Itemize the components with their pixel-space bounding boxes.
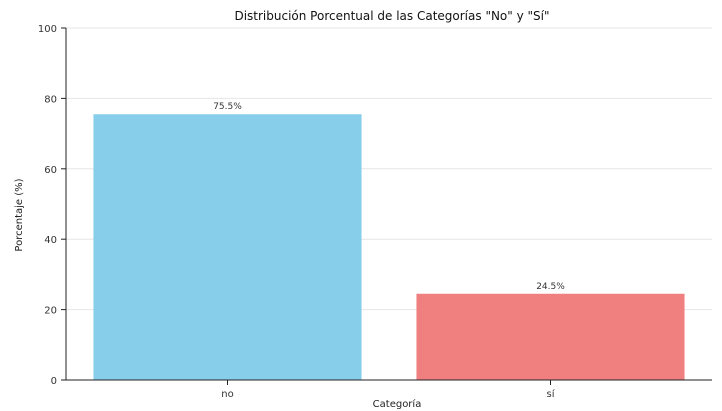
x-axis-title: Categoría xyxy=(373,398,422,410)
x-tick-label: no xyxy=(221,389,233,400)
y-tick-label: 100 xyxy=(38,24,57,35)
bar-value-label: 24.5% xyxy=(536,282,565,292)
y-tick-label: 80 xyxy=(44,94,57,105)
y-tick-label: 0 xyxy=(51,376,57,387)
x-tick-label: sí xyxy=(547,388,556,400)
bar-sí xyxy=(416,293,685,380)
bars xyxy=(93,114,685,381)
x-ticks: no sí xyxy=(221,380,556,400)
axes xyxy=(65,28,712,381)
y-tick-label: 60 xyxy=(44,165,57,176)
y-axis-title: Porcentaje (%) xyxy=(14,178,25,251)
data-labels: 75.5% 24.5% xyxy=(213,102,565,292)
y-tick-label: 40 xyxy=(44,235,57,246)
chart-title: Distribución Porcentual de las Categoría… xyxy=(234,9,549,23)
bar-value-label: 75.5% xyxy=(213,102,242,112)
y-ticks: 0 20 40 60 80 100 xyxy=(38,24,66,387)
y-tick-label: 20 xyxy=(44,306,57,317)
bar-no xyxy=(93,114,362,381)
